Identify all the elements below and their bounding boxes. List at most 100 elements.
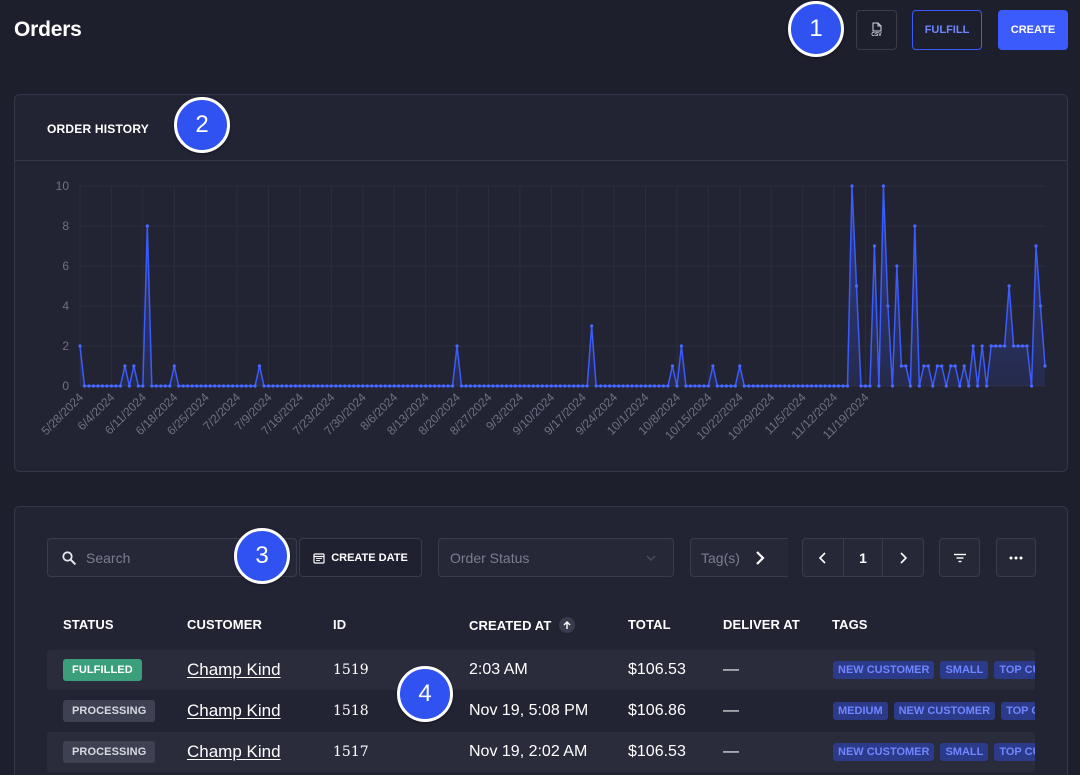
status-badge: PROCESSING <box>63 700 156 722</box>
status-badge: FULFILLED <box>63 659 142 681</box>
table-row[interactable]: PROCESSING Champ Kind 1517 Nov 19, 2:02 … <box>47 732 1035 772</box>
data-point <box>145 224 149 228</box>
more-options-button[interactable] <box>996 538 1036 577</box>
data-point <box>239 384 244 388</box>
create-date-label: CREATE DATE <box>331 551 408 564</box>
column-header-customer[interactable]: CUSTOMER <box>187 617 262 632</box>
data-point <box>581 384 585 388</box>
data-point <box>958 384 962 388</box>
data-point <box>302 384 307 388</box>
column-header-total[interactable]: TOTAL <box>628 617 671 632</box>
data-point <box>922 364 926 368</box>
data-point <box>262 384 266 388</box>
column-header-created-at[interactable]: CREATED AT <box>469 617 576 633</box>
order-status-select[interactable]: Order Status <box>438 538 674 577</box>
data-point <box>428 384 432 388</box>
data-point <box>661 384 666 388</box>
data-point <box>105 384 109 388</box>
data-point <box>872 244 877 248</box>
data-point <box>114 384 118 388</box>
customer-link[interactable]: Champ Kind <box>187 701 281 720</box>
search-input[interactable] <box>86 549 266 566</box>
data-point <box>82 384 87 388</box>
create-date-button[interactable]: CREATE DATE <box>299 538 422 577</box>
data-point <box>504 384 508 388</box>
data-point <box>388 384 392 388</box>
tags-cell: NEW CUSTOMER SMALL TOP CUSTOMER <box>833 650 1035 690</box>
tags-placeholder: Tag(s) <box>701 549 740 566</box>
tag-badge[interactable]: SMALL <box>940 743 989 761</box>
data-point <box>599 384 603 388</box>
column-header-tags[interactable]: TAGS <box>832 617 868 632</box>
data-point <box>136 384 140 388</box>
data-point <box>818 384 823 388</box>
data-point <box>1038 304 1043 308</box>
data-point <box>778 384 782 388</box>
data-point <box>159 384 163 388</box>
filter-button[interactable] <box>939 538 980 577</box>
data-point <box>621 384 625 388</box>
tag-badge[interactable]: TOP CUSTOMER <box>994 661 1035 679</box>
data-point <box>455 344 459 348</box>
data-point <box>1034 244 1038 248</box>
pagination: 1 <box>802 538 924 577</box>
order-history-chart: 02468105/28/20246/4/20246/11/20246/18/20… <box>38 179 1047 443</box>
data-point <box>630 384 634 388</box>
data-point <box>926 364 930 368</box>
chevron-right-icon <box>900 551 908 564</box>
annotation-marker-4: 4 <box>397 666 453 722</box>
annotation-marker-1: 1 <box>788 1 844 57</box>
csv-label: CSV <box>871 32 882 38</box>
customer-link[interactable]: Champ Kind <box>187 742 281 761</box>
data-point <box>693 384 697 388</box>
chevron-right-icon[interactable] <box>754 550 766 566</box>
data-point <box>406 384 410 388</box>
data-point <box>123 364 127 368</box>
table-row[interactable]: PROCESSING Champ Kind 1518 Nov 19, 5:08 … <box>47 691 1035 731</box>
column-header-id[interactable]: ID <box>333 617 347 632</box>
data-point <box>482 384 486 388</box>
tag-badge[interactable]: SMALL <box>940 661 989 679</box>
current-page[interactable]: 1 <box>843 539 883 576</box>
data-point <box>908 384 912 388</box>
sort-up-icon[interactable] <box>559 617 576 633</box>
tag-badge[interactable]: TOP CUSTOMER <box>994 743 1035 761</box>
data-point <box>486 384 491 388</box>
annotation-marker-3: 3 <box>234 528 290 584</box>
create-button[interactable]: CREATE <box>998 10 1068 50</box>
tag-badge[interactable]: NEW CUSTOMER <box>833 743 935 761</box>
next-page-button[interactable] <box>883 539 923 576</box>
data-point <box>154 384 158 388</box>
export-csv-button[interactable]: CSV <box>856 10 897 50</box>
data-point <box>823 384 827 388</box>
data-point <box>320 384 324 388</box>
data-point <box>657 384 661 388</box>
data-point <box>437 384 441 388</box>
column-header-deliver-at[interactable]: DELIVER AT <box>723 617 800 632</box>
y-tick-label: 10 <box>56 179 70 193</box>
data-point <box>190 384 194 388</box>
tag-badge[interactable]: TOP CUSTOMER <box>1001 702 1035 720</box>
data-point <box>913 224 917 228</box>
data-point <box>275 384 280 388</box>
tag-badge[interactable]: MEDIUM <box>833 702 888 720</box>
column-header-status[interactable]: STATUS <box>63 617 114 632</box>
tags-select[interactable]: Tag(s) <box>690 538 788 577</box>
data-point <box>374 384 378 388</box>
data-point <box>756 384 760 388</box>
data-point <box>181 384 185 388</box>
data-point <box>1016 344 1020 348</box>
data-point <box>738 364 742 368</box>
data-point <box>226 384 230 388</box>
table-row[interactable]: FULFILLED Champ Kind 1519 2:03 AM $106.5… <box>47 650 1035 690</box>
data-point <box>343 384 347 388</box>
customer-link[interactable]: Champ Kind <box>187 660 281 679</box>
data-point <box>307 384 311 388</box>
chevron-left-icon <box>818 551 826 564</box>
data-point <box>370 384 374 388</box>
fulfill-button[interactable]: FULFILL <box>912 10 982 50</box>
prev-page-button[interactable] <box>803 539 843 576</box>
data-point <box>590 324 594 328</box>
tag-badge[interactable]: NEW CUSTOMER <box>833 661 935 679</box>
tag-badge[interactable]: NEW CUSTOMER <box>893 702 996 720</box>
